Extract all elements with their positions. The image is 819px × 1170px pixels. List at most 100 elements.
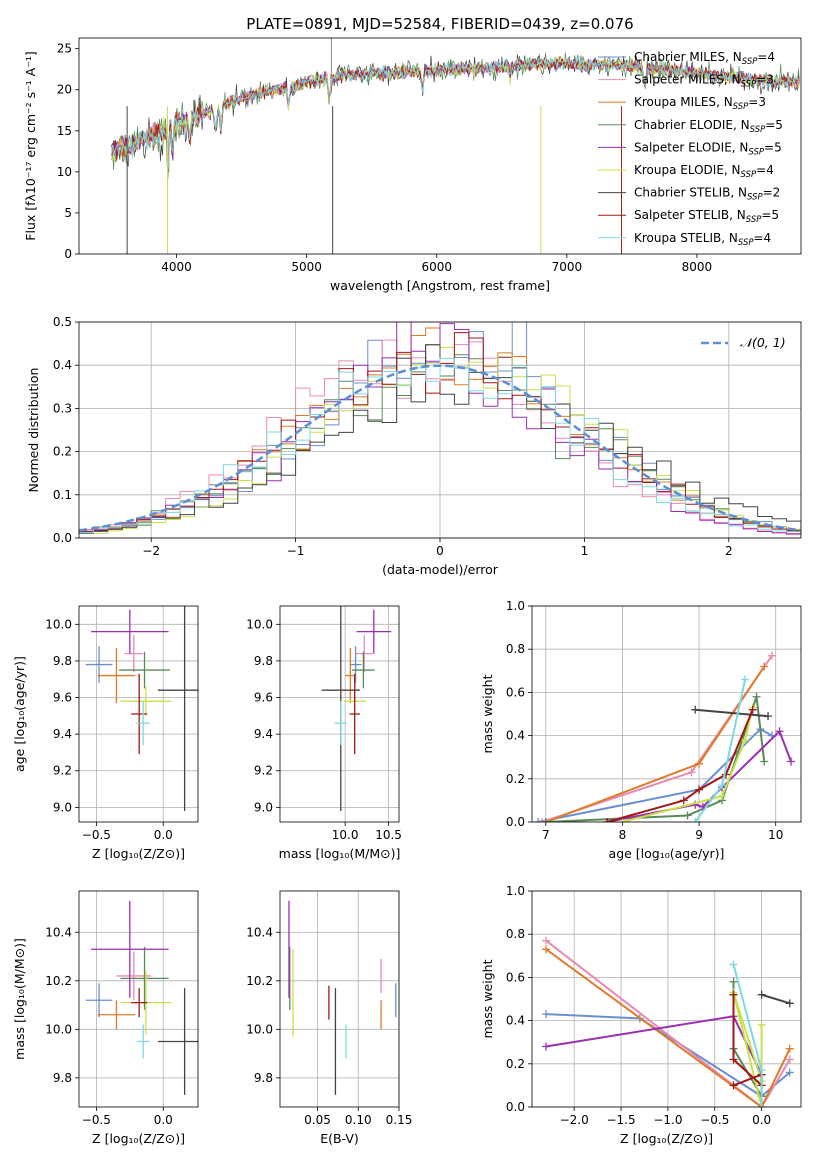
legend-nssp-subscript: SSP — [733, 102, 749, 112]
legend-label: 𝒩(0, 1) — [740, 335, 786, 350]
errorbar-point — [120, 686, 172, 716]
x-tick-label: 5000 — [291, 260, 322, 274]
mass-vs-metallicity-panel: −0.5 0.0 9.8 10.0 10.2 10.4 Z [log₁₀(Z/Z⊙)] mas… — [12, 890, 199, 1146]
errorbar-point — [91, 609, 169, 654]
errorbar-point — [352, 651, 375, 689]
legend-label: Kroupa ELODIE, NSSP=4 — [634, 163, 774, 180]
y-axis-label: Flux [fλ10⁻¹⁷ erg cm⁻² s⁻¹ A⁻¹] — [23, 51, 38, 240]
errorbar-point — [345, 648, 356, 704]
x-tick-label: 8 — [619, 828, 627, 842]
x-axis-label: (data-model)/error — [382, 562, 499, 577]
x-axis-label: Z [log₁₀(Z/Z⊙)] — [92, 1131, 185, 1146]
legend-nssp-subscript: SSP — [746, 215, 762, 225]
legend-nssp-prefix: , N — [724, 73, 741, 87]
age-vs-metallicity-panel: −0.5 0.0 9.0 9.2 9.4 9.6 9.8 10.0 Z [log₁₀(Z/Z⊙)… — [12, 605, 199, 861]
y-tick-label: 0.2 — [53, 445, 72, 459]
weight-marker — [542, 1042, 551, 1051]
x-tick-label: 6000 — [421, 260, 452, 274]
legend-nssp-value: =3 — [748, 95, 766, 109]
y-tick-label: 0.8 — [506, 927, 525, 941]
x-tick-label: 0.0 — [154, 1113, 173, 1127]
legend-nssp-prefix: , N — [716, 95, 733, 109]
y-tick-label: 10.2 — [45, 974, 72, 988]
y-tick-label: 10.0 — [246, 617, 273, 631]
x-tick-label: 2 — [725, 544, 733, 558]
axes-frame — [531, 890, 802, 1108]
weight-line — [545, 1015, 763, 1107]
weight-line — [761, 993, 791, 1005]
weight-line — [622, 707, 754, 822]
weight-line — [606, 709, 754, 822]
y-axis-label: mass weight — [480, 674, 495, 753]
errorbar-point — [91, 900, 169, 998]
legend-nssp-prefix: , N — [732, 140, 749, 154]
legend-nssp-subscript: SSP — [750, 125, 766, 135]
legend-model-name: Salpeter MILES — [634, 73, 724, 87]
errorbar-point — [157, 606, 198, 812]
legend-nssp-value: =5 — [765, 118, 783, 132]
legend-nssp-prefix: , N — [729, 208, 746, 222]
weight-marker — [542, 1010, 551, 1019]
y-axis-label: Normed distribution — [26, 368, 41, 493]
y-tick-label: 0.0 — [506, 1100, 525, 1114]
errorbar-point — [119, 651, 170, 689]
x-tick-label: 0.0 — [752, 1113, 771, 1127]
weight-line — [545, 948, 791, 1107]
spectrum-line — [111, 57, 800, 177]
y-axis-label: mass [log₁₀(M/M⊙)] — [12, 938, 27, 1060]
age-vs-mass-panel: 10.0 10.5 9.0 9.2 9.4 9.6 9.8 10.0 mass [log₁₀(M… — [246, 605, 402, 861]
weight-line — [537, 727, 773, 822]
x-axis-label: E(B-V) — [320, 1131, 359, 1146]
y-tick-label: 0.6 — [506, 685, 525, 699]
legend-nssp-value: =2 — [763, 186, 781, 200]
y-tick-label: 0.2 — [506, 772, 525, 786]
mass-vs-extinction-panel: 0.05 0.10 0.15 9.8 10.0 10.2 10.4 E(B-V) — [246, 890, 412, 1146]
x-tick-label: −0.5 — [82, 1113, 111, 1127]
weight-marker — [757, 1020, 766, 1029]
legend-model-name: Kroupa MILES — [634, 95, 716, 109]
legend-nssp-value: =4 — [757, 50, 775, 64]
weight-marker — [718, 792, 727, 801]
y-tick-label: 0.2 — [506, 1057, 525, 1071]
weight-marker — [729, 1081, 738, 1090]
weight-marker — [785, 999, 794, 1008]
legend-nssp-subscript: SSP — [747, 193, 763, 203]
weight-marker — [760, 757, 769, 766]
weight-marker — [691, 818, 700, 822]
y-tick-label: 10 — [57, 165, 72, 179]
weight-marker — [787, 757, 796, 766]
weight-marker — [729, 960, 738, 969]
weight-marker — [752, 692, 761, 701]
weight-marker — [760, 662, 769, 671]
legend-label: Salpeter MILES, NSSP=3 — [634, 73, 774, 90]
legend-nssp-subscript: SSP — [741, 170, 757, 180]
weight-marker — [695, 785, 704, 794]
errorbar-point — [97, 1000, 136, 1030]
x-tick-label: 7000 — [552, 260, 583, 274]
x-tick-label: 0 — [436, 544, 444, 558]
x-tick-label: −0.5 — [82, 828, 111, 842]
legend-nssp-value: =5 — [761, 208, 779, 222]
weight-marker — [542, 945, 551, 954]
y-tick-label: 0.8 — [506, 642, 525, 656]
y-tick-label: 0.5 — [53, 315, 72, 329]
x-tick-label: 7 — [542, 828, 550, 842]
weight-marker — [603, 818, 612, 822]
weight-marker — [748, 705, 757, 714]
y-axis-label: age [log₁₀(age/yr)] — [12, 656, 27, 772]
weight-marker — [729, 1055, 738, 1064]
legend-nssp-prefix: , N — [730, 186, 747, 200]
legend-nssp-subscript: SSP — [738, 238, 754, 248]
errorbar-point — [136, 701, 150, 746]
x-tick-label: 10.5 — [375, 828, 402, 842]
x-tick-label: −1.0 — [653, 1113, 682, 1127]
x-tick-label: 10.0 — [332, 828, 359, 842]
axes-frame — [279, 605, 400, 823]
y-tick-label: 0.6 — [506, 970, 525, 984]
legend-label: Chabrier ELODIE, NSSP=5 — [634, 118, 783, 135]
weight-marker — [729, 990, 738, 999]
weight-marker — [534, 818, 543, 822]
y-tick-label: 9.6 — [254, 691, 273, 705]
x-tick-label: 0.10 — [345, 1113, 372, 1127]
legend-label: Kroupa MILES, NSSP=3 — [634, 95, 766, 112]
